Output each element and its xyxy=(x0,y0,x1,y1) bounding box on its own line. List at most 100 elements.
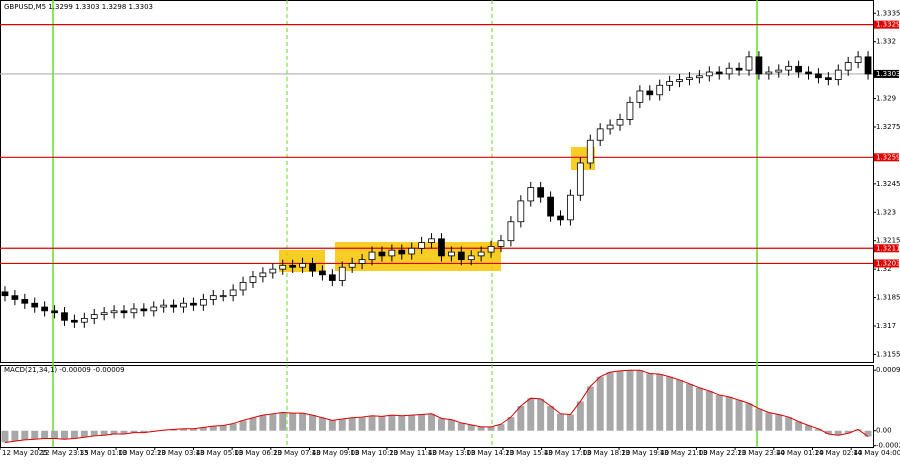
candle-body xyxy=(715,71,723,75)
candle-body xyxy=(378,251,386,257)
macd-bar xyxy=(527,398,535,431)
macd-bar xyxy=(328,420,336,431)
x-tick-label: 13 May 19:40 xyxy=(621,449,669,457)
macd-bar xyxy=(189,428,197,431)
candle-body xyxy=(477,251,485,257)
candle-body xyxy=(467,255,475,261)
candle-body xyxy=(11,295,19,300)
x-tick-label: 14 May 01:20 xyxy=(776,449,824,457)
candle-body xyxy=(686,77,693,81)
macd-frame xyxy=(0,365,874,448)
macd-signal-line xyxy=(4,369,869,443)
macd-bar xyxy=(378,416,386,431)
macd-bar xyxy=(785,417,793,431)
candle-body xyxy=(180,302,187,308)
candle-body xyxy=(844,62,852,71)
candle-body xyxy=(239,281,247,291)
candle-body xyxy=(576,162,584,196)
candle-body xyxy=(90,314,98,319)
macd-bar xyxy=(130,430,138,433)
macd-bar xyxy=(507,417,515,431)
price-level-tag xyxy=(874,153,899,162)
macd-bar xyxy=(110,430,118,434)
macd-bar xyxy=(695,387,703,431)
macd-bar xyxy=(418,414,426,431)
candle-body xyxy=(457,251,465,261)
macd-bar xyxy=(557,413,564,431)
candle-body xyxy=(150,306,158,312)
y-tick-label: 1.3275 xyxy=(876,123,900,131)
candle-body xyxy=(636,90,644,103)
macd-bar xyxy=(477,426,485,431)
macd-bar xyxy=(338,419,346,431)
y-tick-label: -0.00023 xyxy=(876,442,900,450)
macd-bar xyxy=(289,413,297,431)
macd-bar xyxy=(90,430,98,436)
candle-body xyxy=(299,263,306,268)
macd-bar xyxy=(795,421,803,431)
candle-body xyxy=(289,264,297,268)
candle-body xyxy=(775,69,783,73)
candle-body xyxy=(527,187,535,202)
macd-bar xyxy=(606,372,614,431)
candle-body xyxy=(140,308,148,312)
candle-body xyxy=(666,81,674,86)
macd-bar xyxy=(229,423,237,431)
macd-bar xyxy=(576,401,584,431)
macd-bar xyxy=(70,430,78,439)
macd-bar xyxy=(666,376,674,431)
macd-bar xyxy=(626,370,634,431)
candle-body xyxy=(795,65,802,73)
macd-bar xyxy=(170,429,178,431)
candle-body xyxy=(547,196,554,217)
y-tick-label: 1.3245 xyxy=(876,180,900,188)
macd-bar xyxy=(586,386,594,431)
macd-bar xyxy=(854,429,862,431)
macd-bar xyxy=(616,370,624,431)
candle-body xyxy=(279,264,287,270)
x-tick-label: 13 May 10:20 xyxy=(350,449,398,457)
x-tick-label: 14 May 04:00 xyxy=(853,449,900,457)
macd-bar xyxy=(80,430,88,438)
candle-body xyxy=(358,259,366,264)
candle-body xyxy=(368,251,376,261)
macd-bar xyxy=(309,415,316,431)
candle-body xyxy=(21,299,29,304)
macd-bar xyxy=(834,430,842,436)
candle-body xyxy=(646,90,654,96)
x-tick-label: 12 May 2025 xyxy=(2,449,48,457)
macd-bar xyxy=(61,430,68,440)
macd-bar xyxy=(368,415,376,431)
candle-body xyxy=(676,79,683,82)
candle-body xyxy=(815,73,822,79)
candle-body xyxy=(190,302,197,306)
y-tick-label: 1.332 xyxy=(876,38,896,46)
candle-body xyxy=(51,310,58,314)
candle-body xyxy=(120,310,128,314)
candle-body xyxy=(596,128,604,141)
candle-body xyxy=(328,274,336,281)
macd-bar xyxy=(21,430,29,440)
x-tick-label: 13 May 05:00 xyxy=(195,449,243,457)
macd-bar xyxy=(775,414,783,431)
macd-bar xyxy=(765,412,773,431)
macd-bar xyxy=(140,430,148,433)
candle-body xyxy=(388,249,396,257)
x-tick-label: 13 May 06:20 xyxy=(234,449,282,457)
candle-body xyxy=(438,238,445,257)
candle-body xyxy=(854,56,862,63)
macd-bar xyxy=(437,418,445,431)
macd-bar xyxy=(487,426,495,431)
macd-bar xyxy=(566,414,574,431)
candle-body xyxy=(61,312,68,321)
candle-body xyxy=(249,276,257,283)
macd-bar xyxy=(199,427,207,431)
candle-body xyxy=(805,71,812,75)
macd-bar xyxy=(844,430,852,434)
x-tick-label: 13 May 03:40 xyxy=(157,449,205,457)
price-level-label: 1.3329 xyxy=(876,21,900,29)
price-level-label: 1.3303 xyxy=(876,70,900,78)
candle-body xyxy=(616,119,624,126)
macd-bar xyxy=(497,424,505,431)
